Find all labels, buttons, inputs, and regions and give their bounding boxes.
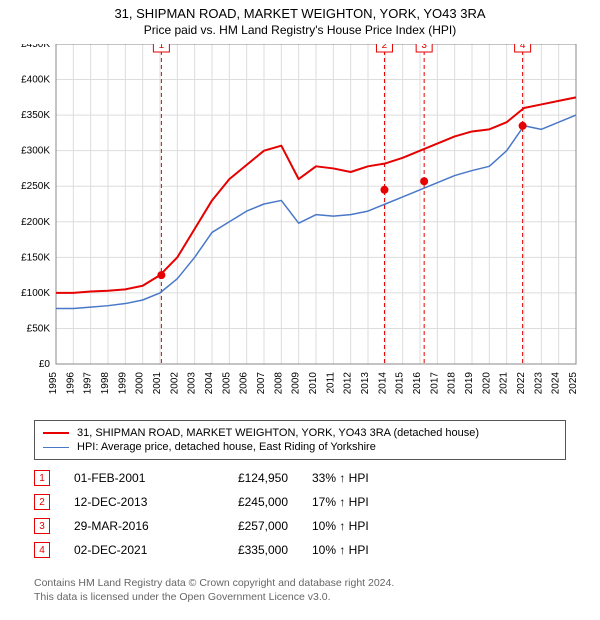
svg-text:£100K: £100K (21, 288, 50, 299)
event-price: £124,950 (208, 471, 288, 485)
chart-legend: 31, SHIPMAN ROAD, MARKET WEIGHTON, YORK,… (34, 420, 566, 460)
svg-text:2020: 2020 (481, 372, 492, 395)
svg-text:2015: 2015 (395, 372, 406, 395)
events-table: 1 01-FEB-2001 £124,950 33% ↑ HPI 2 12-DEC-201… (34, 466, 566, 562)
svg-text:2012: 2012 (343, 372, 354, 395)
svg-text:2014: 2014 (377, 372, 388, 395)
svg-text:£350K: £350K (21, 110, 50, 121)
svg-text:1996: 1996 (65, 372, 76, 395)
svg-text:2011: 2011 (325, 372, 336, 394)
svg-text:£0: £0 (39, 359, 51, 370)
footer-attribution: Contains HM Land Registry data © Crown c… (34, 576, 566, 604)
svg-text:1: 1 (159, 44, 165, 51)
svg-text:2024: 2024 (551, 372, 562, 395)
event-row: 2 12-DEC-2013 £245,000 17% ↑ HPI (34, 490, 566, 514)
svg-text:2008: 2008 (273, 372, 284, 395)
event-pct: 33% ↑ HPI (312, 471, 422, 485)
svg-text:£250K: £250K (21, 181, 50, 192)
page-title: 31, SHIPMAN ROAD, MARKET WEIGHTON, YORK,… (0, 6, 600, 21)
legend-swatch (43, 447, 69, 448)
svg-text:2001: 2001 (152, 372, 163, 395)
svg-text:2005: 2005 (221, 372, 232, 395)
svg-text:2013: 2013 (360, 372, 371, 395)
event-marker-box: 3 (34, 518, 50, 534)
svg-text:2007: 2007 (256, 372, 267, 395)
price-chart: £0 £50K £100K £150K £200K £250K £300K £350K £400… (0, 44, 600, 410)
svg-text:2006: 2006 (239, 372, 250, 395)
svg-text:1999: 1999 (117, 372, 128, 395)
event-date: 29-MAR-2016 (74, 519, 184, 533)
legend-item: HPI: Average price, detached house, East… (43, 441, 557, 453)
svg-text:3: 3 (421, 44, 427, 51)
event-date: 01-FEB-2001 (74, 471, 184, 485)
svg-text:2003: 2003 (187, 372, 198, 395)
svg-text:1995: 1995 (48, 372, 59, 395)
svg-text:2016: 2016 (412, 372, 423, 395)
event-marker-box: 1 (34, 470, 50, 486)
svg-text:2018: 2018 (447, 372, 458, 395)
event-row: 4 02-DEC-2021 £335,000 10% ↑ HPI (34, 538, 566, 562)
svg-text:£150K: £150K (21, 252, 50, 263)
legend-swatch (43, 432, 69, 434)
svg-text:2022: 2022 (516, 372, 527, 395)
svg-text:2000: 2000 (135, 372, 146, 395)
svg-text:2023: 2023 (533, 372, 544, 395)
footer-line: Contains HM Land Registry data © Crown c… (34, 576, 566, 590)
event-price: £245,000 (208, 495, 288, 509)
svg-text:2025: 2025 (568, 372, 579, 395)
page-subtitle: Price paid vs. HM Land Registry's House … (0, 23, 600, 37)
event-pct: 17% ↑ HPI (312, 495, 422, 509)
svg-text:2019: 2019 (464, 372, 475, 395)
legend-label: 31, SHIPMAN ROAD, MARKET WEIGHTON, YORK,… (77, 427, 479, 439)
svg-text:1997: 1997 (83, 372, 94, 395)
svg-text:£450K: £450K (21, 44, 50, 50)
event-marker-box: 2 (34, 494, 50, 510)
svg-text:£50K: £50K (27, 323, 51, 334)
event-row: 3 29-MAR-2016 £257,000 10% ↑ HPI (34, 514, 566, 538)
svg-text:£300K: £300K (21, 146, 50, 157)
svg-text:2002: 2002 (169, 372, 180, 395)
svg-text:2021: 2021 (499, 372, 510, 395)
footer-line: This data is licensed under the Open Gov… (34, 590, 566, 604)
event-price: £257,000 (208, 519, 288, 533)
event-row: 1 01-FEB-2001 £124,950 33% ↑ HPI (34, 466, 566, 490)
event-marker-box: 4 (34, 542, 50, 558)
legend-label: HPI: Average price, detached house, East… (77, 441, 376, 453)
svg-text:2017: 2017 (429, 372, 440, 395)
svg-text:2009: 2009 (291, 372, 302, 395)
event-date: 02-DEC-2021 (74, 543, 184, 557)
svg-text:1998: 1998 (100, 372, 111, 395)
event-pct: 10% ↑ HPI (312, 519, 422, 533)
svg-text:£200K: £200K (21, 217, 50, 228)
event-date: 12-DEC-2013 (74, 495, 184, 509)
svg-text:£400K: £400K (21, 75, 50, 86)
svg-text:4: 4 (520, 44, 526, 51)
svg-text:2010: 2010 (308, 372, 319, 395)
svg-text:2: 2 (382, 44, 388, 51)
event-pct: 10% ↑ HPI (312, 543, 422, 557)
svg-text:2004: 2004 (204, 372, 215, 395)
event-price: £335,000 (208, 543, 288, 557)
legend-item: 31, SHIPMAN ROAD, MARKET WEIGHTON, YORK,… (43, 427, 557, 439)
